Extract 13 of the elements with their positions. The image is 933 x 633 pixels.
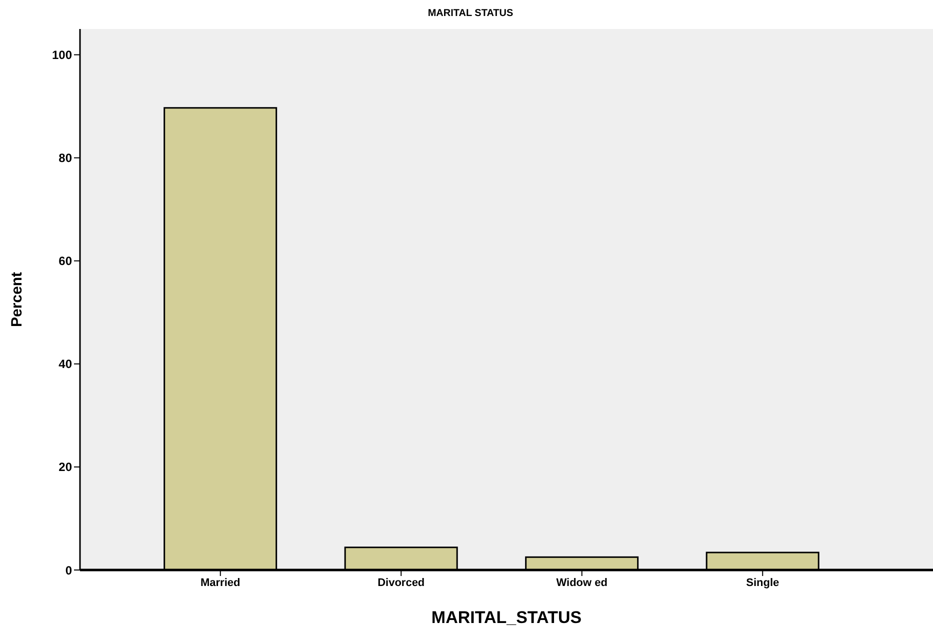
x-axis-title: MARITAL_STATUS bbox=[431, 608, 582, 627]
y-tick-label: 60 bbox=[58, 254, 72, 268]
x-tick-label: Divorced bbox=[378, 576, 425, 589]
y-axis-title: Percent bbox=[8, 272, 26, 328]
y-tick-label: 80 bbox=[58, 151, 72, 166]
y-tick-label: 40 bbox=[58, 357, 72, 372]
x-tick-label: Single bbox=[746, 576, 780, 589]
chart-title: MARITAL STATUS bbox=[426, 8, 514, 19]
x-tick-label: Widow ed bbox=[556, 576, 608, 589]
y-tick-label: 20 bbox=[58, 460, 72, 474]
y-tick-label: 0 bbox=[65, 563, 72, 578]
x-tick-label: Married bbox=[200, 576, 240, 589]
y-tick-label: 100 bbox=[52, 48, 72, 62]
